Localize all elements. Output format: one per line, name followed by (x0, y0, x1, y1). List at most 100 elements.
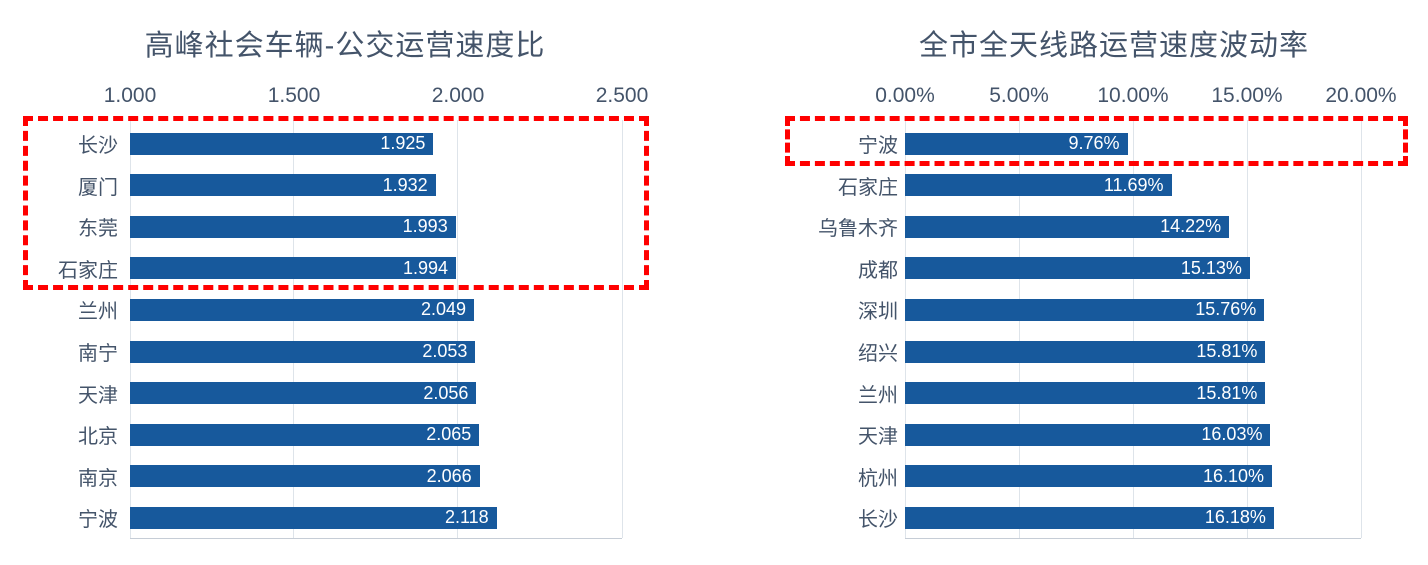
x-axis-tick: 1.500 (267, 84, 321, 107)
bar-value-label: 1.993 (402, 216, 448, 237)
bar-row: 1.932 (130, 165, 622, 206)
bar: 15.81% (905, 340, 1266, 363)
bar-value-label: 16.03% (1201, 424, 1263, 445)
bar: 15.76% (905, 298, 1265, 321)
x-axis-tick: 0.00% (875, 84, 935, 107)
bar-value-label: 2.066 (426, 465, 472, 486)
bar-row: 15.76% (905, 289, 1361, 330)
x-axis-tick: 20.00% (1325, 84, 1397, 107)
x-axis-tick: 10.00% (1097, 84, 1169, 107)
gridline (1018, 120, 1020, 538)
bar: 2.049 (130, 298, 475, 321)
bar: 2.066 (130, 465, 480, 488)
chart-title: 高峰社会车辆-公交运营速度比 (144, 30, 546, 62)
x-axis-tick: 15.00% (1211, 84, 1283, 107)
bar-row: 16.03% (905, 414, 1361, 455)
highlight-box (23, 116, 649, 291)
bar-row: 16.10% (905, 456, 1361, 497)
gridline (1132, 120, 1134, 538)
bar-value-label: 15.81% (1196, 382, 1258, 403)
category-label: 兰州 (78, 301, 118, 324)
bar-value-label: 15.76% (1195, 299, 1257, 320)
x-axis: 0.00% 5.00% 10.00% 15.00% 20.00% (875, 84, 1396, 110)
bar-value-label: 15.13% (1180, 257, 1242, 278)
bar: 2.056 (130, 382, 477, 405)
bar-value-label: 2.118 (444, 507, 489, 528)
bar: 1.994 (130, 257, 457, 280)
bar: 2.065 (130, 423, 480, 446)
gridline (129, 120, 131, 538)
category-label: 天津 (78, 384, 118, 407)
bar: 2.053 (130, 340, 476, 363)
bar-value-label: 2.053 (422, 341, 468, 361)
bar-value-label: 11.69% (1103, 174, 1164, 195)
bar-row: 2.065 (130, 414, 622, 455)
bar-value-label: 15.81% (1196, 341, 1258, 361)
bar: 15.81% (905, 382, 1266, 405)
bar: 9.76% (905, 132, 1128, 155)
category-label: 天津 (858, 426, 898, 449)
category-label: 南宁 (78, 343, 118, 365)
bar-value-label: 2.056 (423, 382, 469, 403)
bar-value-label: 9.76% (1068, 133, 1120, 153)
x-axis-tick: 1.000 (103, 84, 157, 107)
bar-row: 9.76% (905, 123, 1361, 164)
bar: 1.932 (130, 174, 436, 197)
bar-row: 2.056 (130, 373, 622, 414)
bar-value-label: 14.22% (1160, 216, 1222, 237)
bar: 16.18% (905, 506, 1274, 529)
bar: 15.13% (905, 257, 1250, 280)
bar: 16.10% (905, 465, 1273, 488)
x-axis-tick: 5.00% (989, 84, 1049, 107)
category-label: 乌鲁木齐 (818, 218, 898, 241)
category-label: 北京 (78, 426, 118, 449)
bar-row: 11.69% (905, 165, 1361, 206)
bar-value-label: 1.932 (382, 174, 428, 195)
highlight-box (785, 116, 1408, 166)
bar-value-label: 2.049 (421, 299, 467, 320)
bar: 14.22% (905, 215, 1230, 238)
x-axis-tick: 2.500 (595, 84, 649, 107)
bar: 1.993 (130, 215, 456, 238)
bar: 11.69% (905, 174, 1172, 197)
bar: 2.118 (130, 506, 497, 529)
x-axis: 1.000 1.500 2.000 2.500 (104, 84, 649, 110)
bar-value-label: 16.18% (1204, 507, 1266, 528)
category-label: 宁波 (78, 509, 118, 532)
bar-row: 2.118 (130, 497, 622, 538)
bar: 1.925 (130, 132, 434, 155)
category-label: 杭州 (858, 467, 898, 490)
bar-row: 2.066 (130, 456, 622, 497)
bar-row: 1.993 (130, 206, 622, 247)
chart-peak-speed-ratio: 高峰社会车辆-公交运营速度比 1.000 1.500 2.000 2.500 1.92… (23, 30, 649, 539)
category-label: 深圳 (858, 301, 898, 324)
bar-value-label: 1.925 (380, 133, 426, 153)
plot-area: 9.76% 11.69% 14.22% 15.13% 15.76% 15.81% 15.81… (904, 120, 1362, 539)
gridline (904, 120, 906, 538)
gridline (293, 120, 295, 538)
chart-speed-volatility: 全市全天线路运营速度波动率 0.00% 5.00% 10.00% 15.00% 20.0… (714, 0, 1428, 565)
category-label: 成都 (858, 259, 898, 282)
bar: 16.03% (905, 423, 1271, 446)
bar-row: 15.81% (905, 373, 1361, 414)
bar-value-label: 1.994 (402, 257, 449, 278)
bar-row: 16.18% (905, 497, 1361, 538)
bar-row: 2.053 (130, 331, 622, 372)
bar-row: 1.994 (130, 248, 622, 289)
bar-value-label: 16.10% (1203, 465, 1265, 486)
bar-row: 2.049 (130, 289, 622, 330)
bar-value-label: 2.065 (426, 424, 472, 445)
x-axis-tick: 2.000 (431, 84, 485, 107)
bar-row: 14.22% (905, 206, 1361, 247)
category-label: 长沙 (858, 509, 898, 532)
plot-area: 1.925 1.932 1.993 1.994 2.049 2.053 2.056 2.065… (129, 120, 623, 539)
bar-row: 15.81% (905, 331, 1361, 372)
gridline (621, 120, 623, 538)
category-label: 兰州 (858, 384, 898, 407)
category-label: 石家庄 (838, 176, 898, 199)
bar-row: 1.925 (130, 123, 622, 164)
gridline (457, 120, 459, 538)
bar-row: 15.13% (905, 248, 1361, 289)
category-label: 绍兴 (858, 343, 898, 365)
